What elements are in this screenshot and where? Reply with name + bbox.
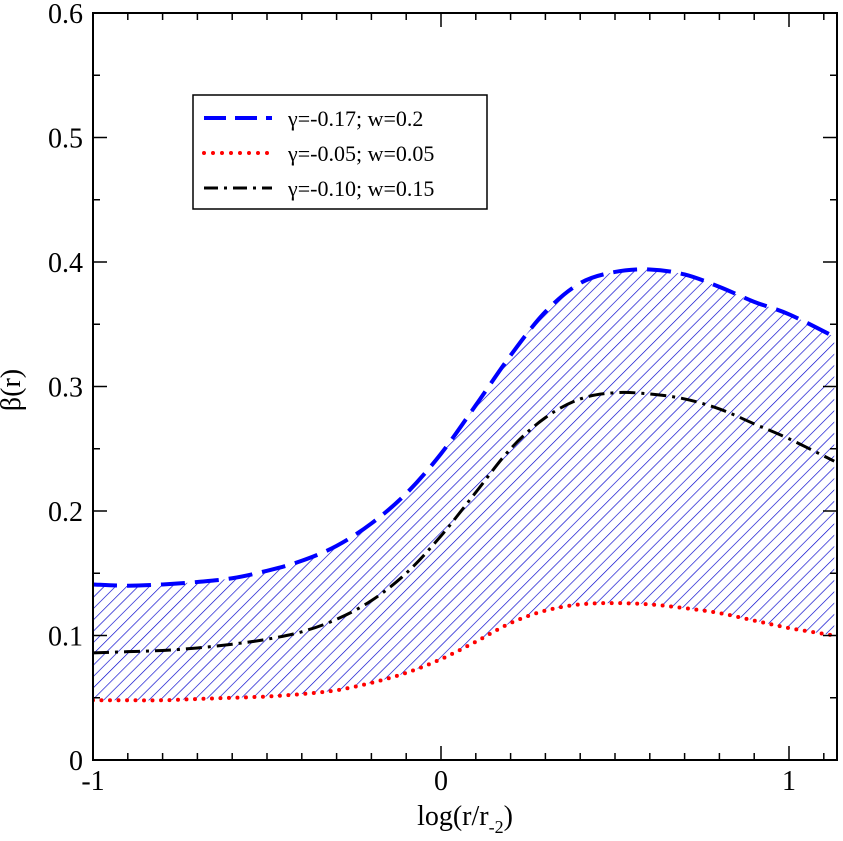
series-line-dashed — [93, 267, 836, 588]
y-tick-label: 0.5 — [48, 124, 83, 155]
legend: γ=-0.17; w=0.2 γ=-0.05; w=0.05 γ=-0.10; … — [192, 94, 488, 210]
y-tick-label: 0 — [69, 746, 83, 777]
y-tick-label: 0.1 — [48, 622, 83, 653]
x-tick-label: 0 — [434, 766, 448, 797]
y-axis-title: β(r) — [0, 369, 27, 411]
series-line-dash-dot — [93, 390, 835, 655]
series-lines — [93, 267, 837, 703]
legend-label: γ=-0.17; w=0.2 — [287, 106, 423, 131]
series-line-dotted — [93, 601, 837, 703]
shaded-band — [93, 269, 835, 701]
legend-label: γ=-0.10; w=0.15 — [287, 176, 434, 201]
axis-tick-labels: -1 0 100.10.20.30.40.50.6 — [48, 0, 796, 797]
y-tick-label: 0.6 — [48, 0, 83, 30]
axis-ticks — [92, 12, 837, 761]
y-tick-label: 0.4 — [48, 248, 83, 279]
x-axis-title: log(r/r-2) — [417, 801, 513, 837]
y-tick-label: 0.2 — [48, 497, 83, 528]
legend-box — [192, 94, 488, 210]
legend-label: γ=-0.05; w=0.05 — [287, 141, 434, 166]
x-tick-label: -1 — [81, 766, 104, 797]
plot-area — [93, 267, 837, 703]
y-tick-label: 0.3 — [48, 373, 83, 404]
x-tick-label: 1 — [782, 766, 796, 797]
